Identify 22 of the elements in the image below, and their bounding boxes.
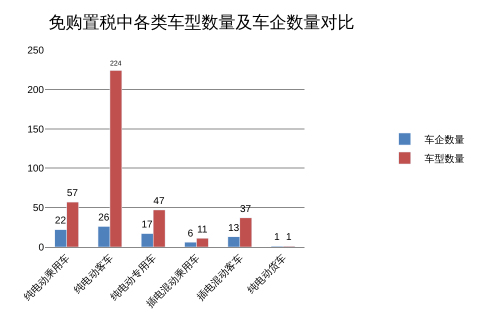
y-tick-label: 0 [38, 242, 44, 254]
data-label: 47 [153, 196, 165, 207]
data-label: 26 [98, 212, 110, 224]
y-tick-label: 150 [27, 124, 44, 136]
data-label: 11 [197, 224, 208, 236]
data-label: 17 [141, 220, 154, 231]
legend-label: 车企数量 [424, 134, 465, 146]
data-label: 57 [66, 188, 78, 200]
data-label: 6 [188, 228, 194, 240]
data-label: 22 [54, 216, 66, 227]
data-label: 37 [240, 204, 252, 215]
data-label: 1 [286, 232, 292, 244]
y-tick-label: 50 [32, 203, 44, 214]
x-tick-label: 纯电动乘用车 [21, 252, 72, 304]
y-tick-label: 100 [27, 164, 44, 175]
data-label: 1 [274, 232, 280, 244]
y-tick-label: 200 [27, 84, 44, 96]
x-tick-label: 纯电动货车 [244, 252, 289, 296]
data-label: 13 [228, 222, 240, 234]
legend-label: 车型数量 [424, 152, 465, 165]
chart-title: 免购置税中各类车型数量及车企数量对比 [48, 12, 355, 32]
y-tick-label: 250 [27, 46, 44, 56]
